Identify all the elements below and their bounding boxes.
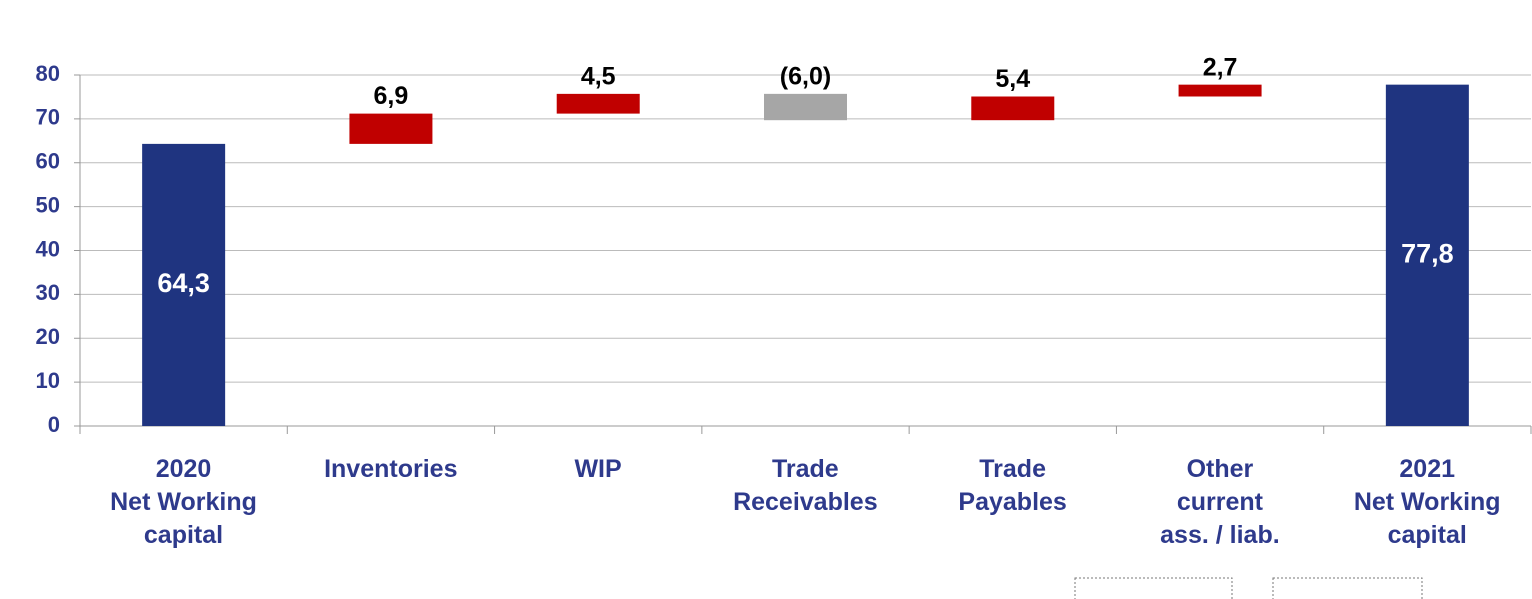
y-tick-label: 50 bbox=[36, 192, 60, 217]
y-tick-label: 70 bbox=[36, 105, 60, 130]
y-tick-label: 80 bbox=[36, 61, 60, 86]
y-tick-label: 10 bbox=[36, 368, 60, 393]
y-tick-label: 0 bbox=[48, 412, 60, 437]
x-tick-label: Trade Payables bbox=[958, 455, 1067, 516]
value-label: (6,0) bbox=[780, 62, 831, 90]
x-tick-label: Trade Receivables bbox=[733, 455, 878, 516]
bar bbox=[764, 93, 847, 121]
bar bbox=[349, 113, 433, 144]
value-label: 4,5 bbox=[581, 62, 616, 90]
y-tick-label: 40 bbox=[36, 236, 60, 261]
value-label: 77,8 bbox=[1401, 238, 1454, 268]
x-tick-label: Other current ass. / liab. bbox=[1160, 455, 1280, 549]
value-label: 6,9 bbox=[374, 82, 409, 110]
bar bbox=[971, 96, 1055, 121]
x-tick-label: 2020 Net Working capital bbox=[110, 455, 257, 549]
bar bbox=[556, 93, 640, 114]
y-tick-label: 20 bbox=[36, 324, 60, 349]
decor-box bbox=[1272, 577, 1423, 599]
y-tick-label: 60 bbox=[36, 149, 60, 174]
x-tick-label: WIP bbox=[574, 455, 622, 483]
decor-box bbox=[1074, 577, 1233, 599]
bar bbox=[142, 143, 226, 427]
value-label: 64,3 bbox=[157, 268, 210, 298]
bar bbox=[1178, 84, 1262, 97]
bar bbox=[1385, 84, 1469, 426]
y-tick-label: 30 bbox=[36, 280, 60, 305]
value-label: 2,7 bbox=[1203, 53, 1238, 81]
value-label: 5,4 bbox=[995, 65, 1030, 93]
x-tick-label: Inventories bbox=[324, 455, 458, 483]
x-tick-label: 2021 Net Working capital bbox=[1353, 455, 1501, 549]
